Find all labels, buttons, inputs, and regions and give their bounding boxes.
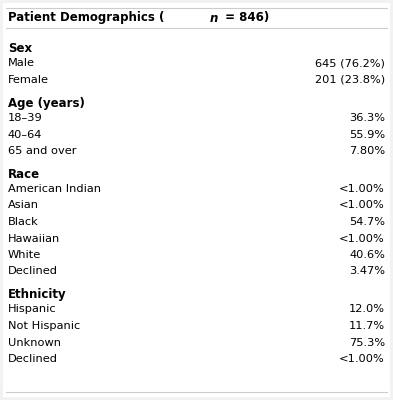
Text: Male: Male <box>8 58 35 68</box>
Text: n: n <box>210 12 218 24</box>
Text: 40–64: 40–64 <box>8 130 42 140</box>
Text: Unknown: Unknown <box>8 338 61 348</box>
Text: Hawaiian: Hawaiian <box>8 234 60 244</box>
Text: American Indian: American Indian <box>8 184 101 194</box>
Text: 55.9%: 55.9% <box>349 130 385 140</box>
Text: Female: Female <box>8 75 49 85</box>
Text: Sex: Sex <box>8 42 32 55</box>
Text: = 846): = 846) <box>220 12 269 24</box>
Text: 75.3%: 75.3% <box>349 338 385 348</box>
Text: Black: Black <box>8 217 39 227</box>
Text: 7.80%: 7.80% <box>349 146 385 156</box>
Text: Hispanic: Hispanic <box>8 304 57 314</box>
Text: 645 (76.2%): 645 (76.2%) <box>315 58 385 68</box>
Text: 3.47%: 3.47% <box>349 266 385 276</box>
Text: 40.6%: 40.6% <box>349 250 385 260</box>
Text: 36.3%: 36.3% <box>349 113 385 123</box>
Text: 201 (23.8%): 201 (23.8%) <box>315 75 385 85</box>
Text: Not Hispanic: Not Hispanic <box>8 321 80 331</box>
Text: 12.0%: 12.0% <box>349 304 385 314</box>
Text: Declined: Declined <box>8 354 58 364</box>
Text: 65 and over: 65 and over <box>8 146 77 156</box>
Text: Asian: Asian <box>8 200 39 210</box>
Text: Age (years): Age (years) <box>8 96 85 110</box>
Text: <1.00%: <1.00% <box>339 200 385 210</box>
Text: <1.00%: <1.00% <box>339 234 385 244</box>
Text: 11.7%: 11.7% <box>349 321 385 331</box>
Text: Race: Race <box>8 168 40 180</box>
Text: 18–39: 18–39 <box>8 113 43 123</box>
Text: Patient Demographics (: Patient Demographics ( <box>8 12 164 24</box>
Text: <1.00%: <1.00% <box>339 184 385 194</box>
Text: White: White <box>8 250 41 260</box>
Text: <1.00%: <1.00% <box>339 354 385 364</box>
Text: 54.7%: 54.7% <box>349 217 385 227</box>
Text: Declined: Declined <box>8 266 58 276</box>
Text: Ethnicity: Ethnicity <box>8 288 67 301</box>
